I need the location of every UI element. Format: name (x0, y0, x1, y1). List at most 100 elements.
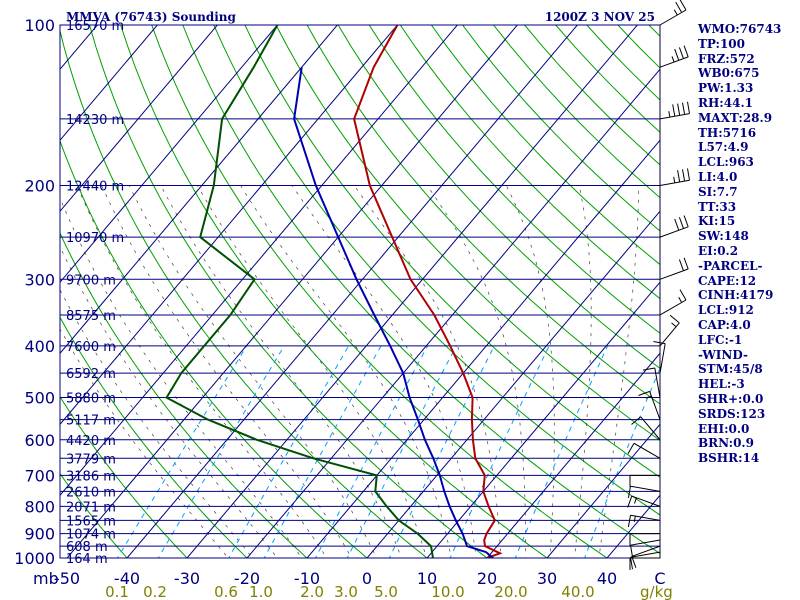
pressure-axis-labels: 100 200 300 400 500 600 700 800 900 1000 (14, 16, 55, 568)
parcel-trace (293, 67, 494, 558)
isotherm-line (60, 25, 159, 142)
temperature-tick-label: -30 (174, 569, 200, 588)
moist-adiabat-line (353, 185, 502, 558)
height-label: 14230 m (66, 113, 124, 128)
pressure-tick-label: 100 (24, 16, 55, 35)
sounding-index-item: SRDS:123 (698, 406, 766, 421)
mixing-ratio-lines (116, 345, 660, 558)
dry-adiabat-line (60, 395, 188, 558)
wind-barb (659, 314, 680, 347)
sounding-index-item: -PARCEL- (698, 258, 763, 273)
height-label: 4420 m (66, 434, 116, 449)
height-label: 2610 m (66, 485, 116, 500)
pressure-tick-label: 700 (24, 466, 55, 485)
temperature-tick-label: 40 (597, 569, 617, 588)
height-labels: 16570 m 14230 m 12440 m 10970 m 9700 m 8575 m… (66, 19, 124, 567)
dry-adiabat-line (120, 25, 548, 558)
height-label: 6592 m (66, 367, 116, 382)
wind-barb (630, 551, 661, 570)
mixing-ratio-tick-label: 10.0 (431, 583, 464, 600)
sounding-index-item: LI:4.0 (698, 169, 738, 184)
pressure-tick-label: 900 (24, 525, 55, 544)
moist-adiabat-line (128, 185, 377, 558)
mixing-ratio-tick-label: 40.0 (561, 583, 594, 600)
height-label: 3186 m (66, 469, 116, 484)
mixing-ratio-unit-label: g/kg (640, 583, 673, 600)
isotherm-line (486, 352, 660, 558)
sounding-index-item: TT:33 (698, 199, 737, 214)
dry-adiabats (60, 25, 660, 558)
height-label: 1565 m (66, 514, 116, 529)
height-label: 9700 m (66, 273, 116, 288)
pressure-tick-label: 1000 (14, 549, 55, 568)
mixing-ratio-tick-label: 3.0 (334, 583, 358, 600)
isotherm-line (126, 25, 579, 558)
moist-adiabat-line (240, 185, 452, 558)
sounding-index-item: LCL:912 (698, 303, 754, 318)
mixing-ratio-tick-label: 1.0 (249, 583, 273, 600)
sounding-index-item: HEL:-3 (698, 377, 745, 392)
wind-barb (642, 367, 661, 398)
isotherm-line (60, 25, 279, 284)
pressure-tick-label: 800 (24, 497, 55, 516)
temperature-tick-label: -10 (294, 569, 320, 588)
moist-adiabat-line (101, 185, 352, 558)
mixing-ratio-line (584, 367, 660, 558)
pressure-tick-label: 300 (24, 270, 55, 289)
temperature-axis-labels: -50 -40 -30 -20 -10 0 10 20 30 40 (54, 569, 617, 588)
chart-title: MMVA (76743) Sounding (66, 10, 237, 24)
dry-adiabat-line (60, 472, 128, 558)
mixing-ratio-tick-label: 5.0 (374, 583, 398, 600)
mixing-ratio-line (228, 345, 350, 558)
dry-adiabat-line (88, 25, 488, 558)
height-label: 12440 m (66, 179, 124, 194)
moist-adiabat-line (60, 328, 229, 558)
pressure-tick-label: 600 (24, 431, 55, 450)
sounding-index-item: BSHR:14 (698, 451, 760, 466)
sounding-index-item: CAPE:12 (698, 273, 757, 288)
wind-barb (629, 533, 661, 546)
sounding-index-item: L57:4.9 (698, 140, 749, 155)
sounding-index-item: WMO:76743 (698, 22, 782, 36)
sounding-index-item: BRN:0.9 (698, 436, 754, 451)
isotherm-line (546, 423, 660, 558)
sounding-index-item: KI:15 (698, 214, 736, 229)
sounding-index-item: CAP:4.0 (698, 317, 751, 332)
sounding-index-item: STM:45/8 (698, 362, 763, 377)
temperature-tick-label: -50 (54, 569, 80, 588)
dry-adiabat-line (213, 25, 660, 516)
wind-barb (631, 416, 661, 441)
sounding-index-item: LFC:-1 (698, 332, 743, 347)
wind-barb (631, 545, 661, 568)
pressure-tick-label: 200 (24, 176, 55, 195)
isotherm-line (426, 281, 660, 558)
wind-barb (659, 289, 687, 316)
isotherm-line (66, 25, 519, 558)
wind-barb (659, 45, 689, 68)
sounding-index-item: SI:7.7 (698, 184, 738, 199)
sounding-index-item: SHR+:0.0 (698, 391, 764, 406)
isotherm-line (60, 25, 459, 497)
mixing-ratio-labels: 0.1 0.2 0.6 1.0 2.0 3.0 5.0 10.0 20.0 40.0 (105, 583, 595, 600)
moist-adiabat-line (598, 185, 639, 558)
height-label: 16570 m (66, 19, 124, 34)
isotherm-line (246, 68, 660, 558)
dry-adiabat-line (60, 316, 248, 558)
pressure-unit-label: mb (33, 569, 59, 588)
mixing-ratio-line (449, 345, 550, 558)
moist-adiabat-line (60, 289, 254, 558)
mixing-ratio-tick-label: 0.1 (105, 583, 129, 600)
temperature-tick-label: -20 (234, 569, 260, 588)
sounding-indices-panel: WMO:76743 TP:100 FRZ:572 WB0:675 PW:1.33 RH:4… (698, 22, 781, 466)
temperature-unit-label: C (654, 569, 665, 588)
wind-barb (653, 341, 666, 374)
isotherm-line (366, 210, 660, 558)
sounding-index-item: PW:1.33 (698, 81, 754, 96)
moist-adiabat-line (291, 185, 477, 558)
temperature-tick-label: -40 (114, 569, 140, 588)
height-label: 5880 m (66, 392, 116, 407)
wind-barb (659, 168, 690, 186)
wind-barbs (627, 0, 690, 570)
mixing-ratio-tick-label: 2.0 (300, 583, 324, 600)
